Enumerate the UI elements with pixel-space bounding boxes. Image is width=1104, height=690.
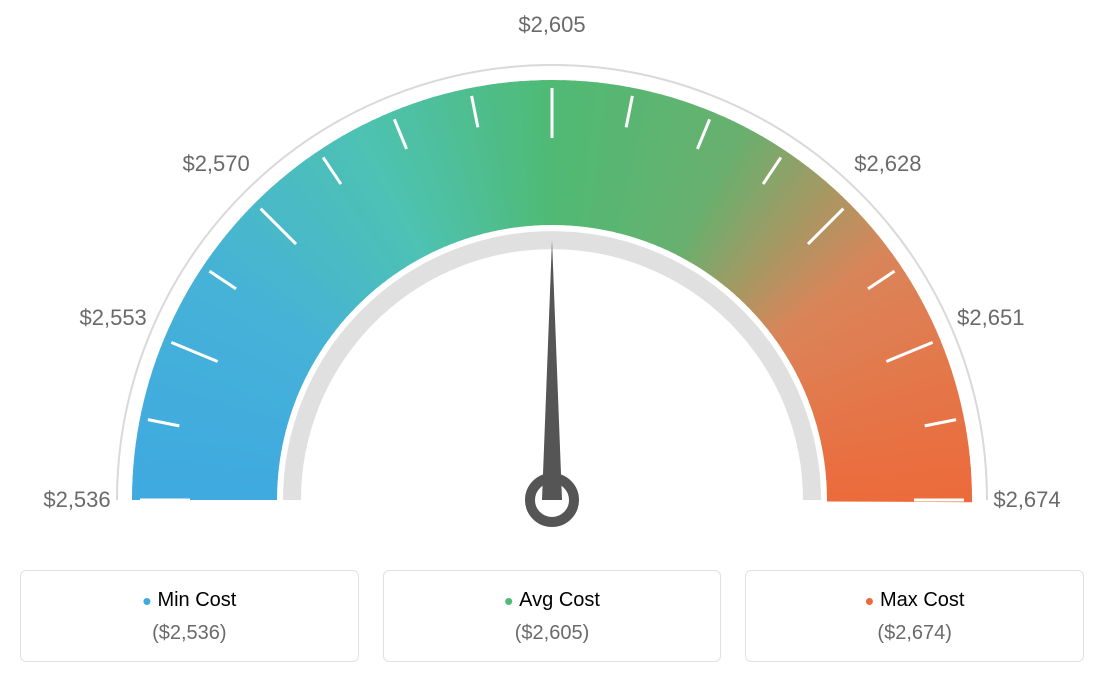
legend-row: •Min Cost ($2,536) •Avg Cost ($2,605) •M… xyxy=(20,570,1084,662)
legend-min-value: ($2,536) xyxy=(31,622,348,645)
legend-avg-label: Avg Cost xyxy=(519,589,600,611)
gauge-tick-label: $2,536 xyxy=(43,487,110,513)
legend-title-avg: •Avg Cost xyxy=(394,589,711,612)
gauge-tick-label: $2,674 xyxy=(993,487,1060,513)
legend-title-max: •Max Cost xyxy=(756,589,1073,612)
gauge-tick-label: $2,628 xyxy=(854,151,921,177)
legend-card-max: •Max Cost ($2,674) xyxy=(745,570,1084,662)
legend-avg-value: ($2,605) xyxy=(394,622,711,645)
legend-card-min: •Min Cost ($2,536) xyxy=(20,570,359,662)
dot-icon: • xyxy=(504,586,513,616)
gauge-chart: $2,536$2,553$2,570$2,605$2,628$2,651$2,6… xyxy=(20,20,1084,540)
dot-icon: • xyxy=(865,586,874,616)
legend-card-avg: •Avg Cost ($2,605) xyxy=(383,570,722,662)
gauge-tick-label: $2,651 xyxy=(957,305,1024,331)
gauge-tick-label: $2,605 xyxy=(518,12,585,38)
legend-min-label: Min Cost xyxy=(157,589,236,611)
gauge-svg xyxy=(20,20,1084,540)
gauge-tick-label: $2,570 xyxy=(182,151,249,177)
legend-max-label: Max Cost xyxy=(880,589,964,611)
legend-title-min: •Min Cost xyxy=(31,589,348,612)
dot-icon: • xyxy=(142,586,151,616)
legend-max-value: ($2,674) xyxy=(756,622,1073,645)
gauge-tick-label: $2,553 xyxy=(80,305,147,331)
